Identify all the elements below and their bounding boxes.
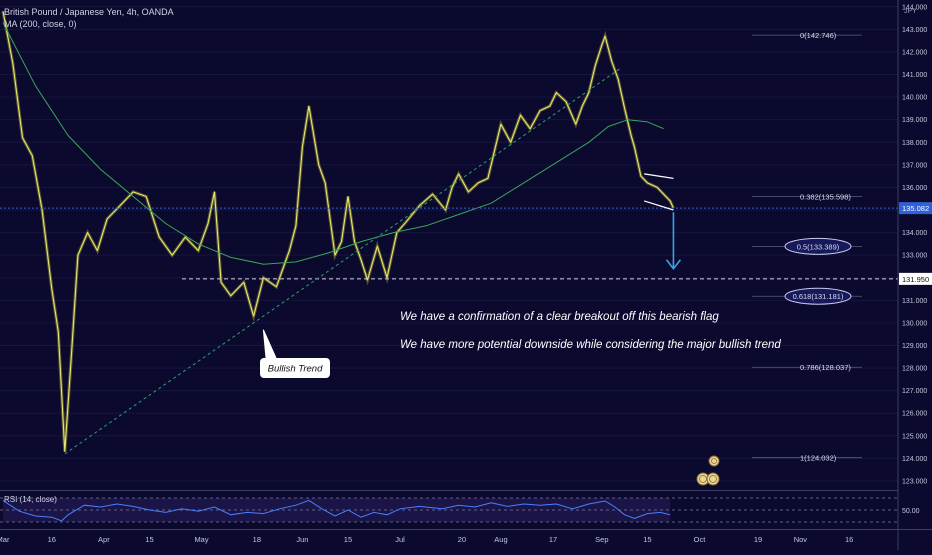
rsi-pane: RSI (14, close) [0,490,898,523]
price-tick-label: 130.000 [902,320,927,327]
price-tick-label: 141.000 [902,72,927,79]
annotation-text-line: We have more potential downside while co… [400,339,781,351]
price-series-line [2,11,674,453]
time-tick-label: Apr [98,535,110,544]
time-tick-label: May [194,535,208,544]
price-tick-label: 140.000 [902,95,927,102]
rsi-line [2,499,671,522]
current-price-tag [899,202,932,215]
time-tick-label: 16 [845,535,853,544]
coin-icon [706,472,720,486]
coin-icon [708,455,720,467]
annotation-text-line: We have a confirmation of a clear breako… [400,311,719,323]
time-tick-label: 20 [458,535,466,544]
price-tick-label: 133.000 [902,253,927,260]
time-tick-label: 19 [754,535,762,544]
bullish-trendline [64,67,622,455]
coin-icons[interactable] [696,455,720,486]
bullish-trend-label: Bullish Trend [268,364,323,375]
time-tick-label: Oct [694,535,707,544]
price-grid [0,6,898,482]
drawing-tools: Bullish Trend [0,67,898,455]
time-tick-label: Aug [494,535,507,544]
time-tick-label: Mar [0,535,10,544]
time-tick-label: 15 [643,535,651,544]
fib-label-highlight [784,237,852,255]
time-tick-label: Jul [395,535,405,544]
support-price-tag [899,272,932,285]
annotation-text: We have a confirmation of a clear breako… [400,311,781,351]
time-tick-label: 18 [253,535,261,544]
time-tick-label: Jun [296,535,308,544]
price-tick-label: 134.000 [902,230,927,237]
time-tick-label: 15 [145,535,153,544]
price-tick-label: 128.000 [902,366,927,373]
time-tick-label: 15 [344,535,352,544]
fib-label-highlight [784,287,852,305]
downside-arrow-head [665,259,682,271]
flag-lower-line [643,200,674,211]
price-series [1,11,675,453]
time-axis[interactable]: Mar 16 Apr 15 May 18 Jun 15 Jul 20 Aug 17 Sep 15 Oct 19… [0,529,932,545]
time-tick-label: Nov [794,535,808,544]
fib-level-label: 0.382(135.598) [800,192,851,201]
support-price-value: 131.950 [902,275,929,284]
price-tick-label: 123.000 [902,478,927,485]
price-tick-label: 137.000 [902,162,927,169]
price-tick-label: 124.000 [902,456,927,463]
time-tick-label: Sep [595,535,608,544]
price-axis[interactable]: 123.000 124.000 125.000 126.000 127.000 128.0… [897,0,932,550]
price-tick-label: 131.000 [902,298,927,305]
price-tick-label: 127.000 [902,388,927,395]
currency-label: JPY [904,8,917,15]
price-tick-label: 139.000 [902,117,927,124]
callout-pointer [262,329,277,359]
price-tick-label: 138.000 [902,140,927,147]
ma-indicator-label[interactable]: MA (200, close, 0) [4,19,77,29]
price-tick-label: 144.000 [902,4,927,11]
price-tick-label: 143.000 [902,27,927,34]
price-tick-label: 125.000 [902,433,927,440]
fib-level-label: 0(142.746) [800,31,837,40]
price-tick-label: 142.000 [902,49,927,56]
price-tick-label: 129.000 [902,343,927,350]
current-price-value: 135.082 [902,204,929,213]
fibonacci-levels: 0(142.746) 0.382(135.598) 0.5(133.389) 0.61… [752,31,862,463]
fib-level-label: 0.786(128.037) [800,363,851,372]
coin-inner-icon [711,458,717,464]
fib-level-label: 0.5(133.389) [797,242,840,251]
callout-box [260,358,330,378]
flag-upper-line [644,173,674,179]
time-tick-label: 17 [549,535,557,544]
rsi-axis-label: 50.00 [902,508,920,515]
price-tick-label: 136.000 [902,185,927,192]
time-tick-label: 16 [48,535,56,544]
coin-inner-icon [709,475,717,483]
fib-level-label: 1(124.032) [800,454,837,463]
ma-200-line [2,22,664,265]
price-tick-label: 126.000 [902,411,927,418]
fib-level-label: 0.618(131.181) [793,292,844,301]
symbol-title: British Pound / Japanese Yen, 4h, OANDA [4,7,174,17]
rsi-label: RSI (14, close) [4,495,57,504]
